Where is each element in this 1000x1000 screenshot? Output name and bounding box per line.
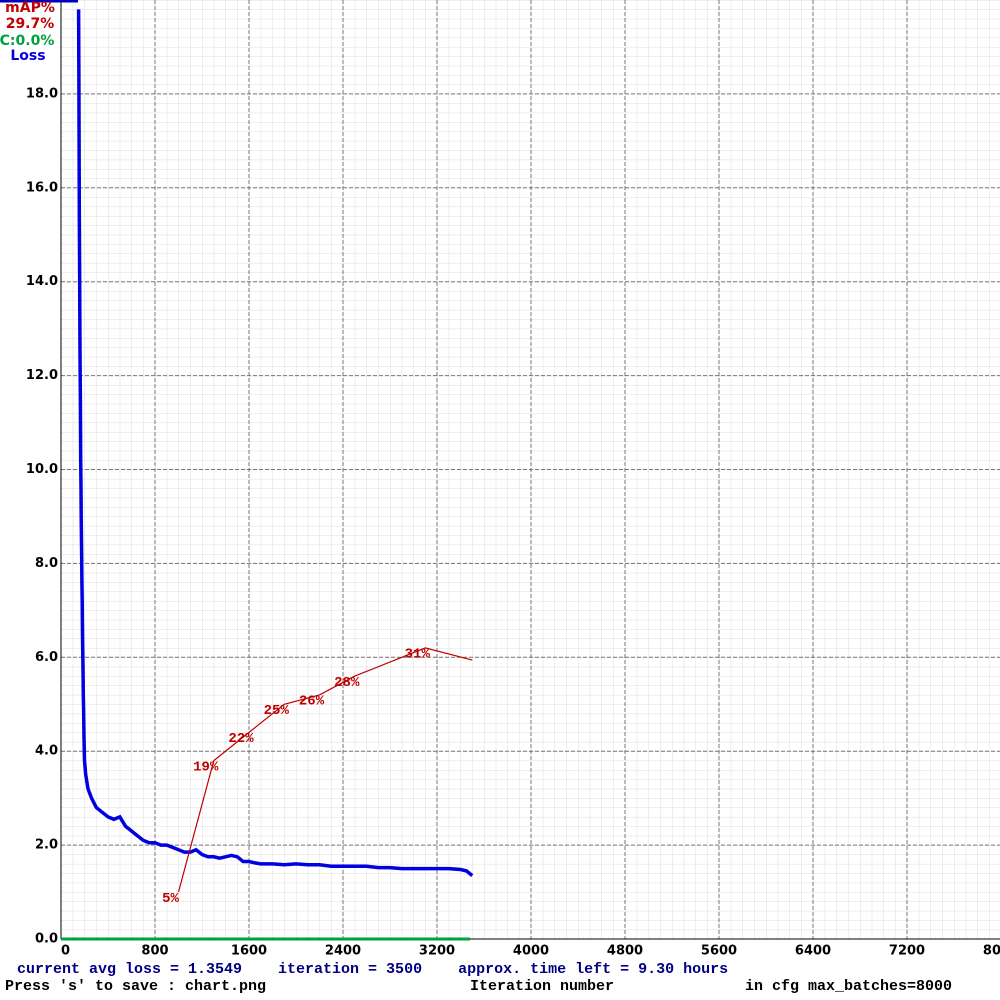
x-tick-label: 1600: [231, 944, 267, 959]
x-tick-label: 4800: [607, 944, 643, 959]
y-tick-label: 4.0: [35, 744, 58, 759]
x-tick-label: 0: [61, 944, 70, 959]
x-tick-label: 2400: [325, 944, 361, 959]
x-axis-label: Iteration number: [470, 978, 614, 995]
y-tick-label: 8.0: [35, 556, 58, 571]
y-tick-label: 0.0: [35, 932, 58, 947]
y-tick-label: 14.0: [26, 274, 58, 289]
save-hint: Press 's' to save : chart.png: [5, 978, 266, 995]
map-label: 5%: [162, 891, 179, 907]
map-label: 26%: [299, 694, 325, 710]
loss-line: [76, 9, 474, 877]
map-label: 31%: [405, 647, 431, 663]
y-tick-label: 18.0: [26, 86, 58, 101]
map-label: 22%: [228, 731, 254, 747]
c-label: C:0.0%: [0, 33, 54, 49]
y-tick-label: 10.0: [26, 462, 58, 477]
map-label: 25%: [264, 703, 290, 719]
x-tick-label: 6400: [795, 944, 831, 959]
max-batches: in cfg max_batches=8000: [745, 978, 952, 995]
x-tick-label: 3200: [419, 944, 455, 959]
x-tick-label: 800: [141, 944, 168, 959]
legend-loss: Loss: [10, 48, 45, 64]
map-label: 28%: [334, 675, 360, 691]
x-tick-label: 5600: [701, 944, 737, 959]
y-tick-label: 12.0: [26, 368, 58, 383]
y-tick-label: 6.0: [35, 650, 58, 665]
status: current avg loss = 1.3549 iteration = 35…: [17, 961, 728, 978]
map-label: 19%: [193, 759, 219, 775]
x-tick-label: 4000: [513, 944, 549, 959]
y-tick-label: 16.0: [26, 180, 58, 195]
current-map: 29.7%: [6, 16, 55, 32]
x-tick-label: 7200: [889, 944, 925, 959]
x-tick-label: 8000: [983, 944, 1000, 959]
legend-map: mAP%: [5, 0, 55, 16]
y-tick-label: 2.0: [35, 838, 58, 853]
map-line: [177, 647, 473, 893]
